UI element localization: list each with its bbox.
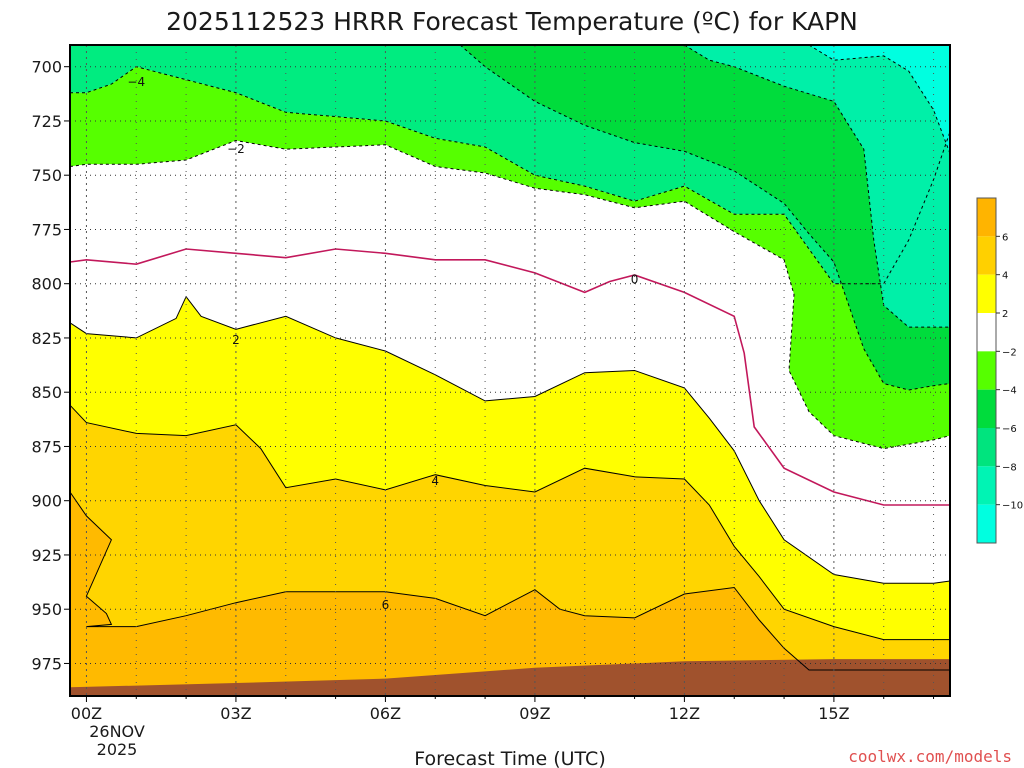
x-tick-label-6: 06Z [370,704,401,723]
date-line-1: 26NOV [89,722,145,741]
contour-label-2: 0 [631,272,639,286]
band-m4-m2 [70,66,950,449]
y-axis: 700 725 750 775 800 825 850 875 900 925 950 975 [31,58,70,673]
date-line-2: 2025 [97,740,138,759]
colorbar-swatch-8 [977,504,996,543]
y-tick-label-825: 825 [31,329,62,348]
isotherm-p0 [70,248,950,506]
x-axis: 00Z 03Z 06Z 09Z 12Z 15Z [71,696,935,723]
colorbar-swatch-2 [977,274,996,313]
isotherm-m4 [70,66,950,285]
contour-label-0: −4 [127,75,145,89]
y-tick-label-850: 850 [31,383,62,402]
isotherm-p4 [70,404,950,641]
ground-terrain [70,659,950,696]
contour-label-4: 4 [431,474,439,488]
plot-frame [69,44,951,697]
x-tick-label-9: 09Z [519,704,550,723]
x-tick-label-15: 15Z [818,704,849,723]
colorbar-swatch-3 [977,313,996,352]
x-tick-label-0: 00Z [71,704,102,723]
colorbar: 6 4 2 −2 −4 −6 −8 −10 [976,197,1023,544]
y-tick-label-775: 775 [31,220,62,239]
colorbar-label-3: −2 [1002,347,1017,358]
x-tick-label-12: 12Z [669,704,700,723]
y-tick-label-725: 725 [31,112,62,131]
isotherm-cold-0 [459,45,950,391]
x-tick-label-3: 03Z [220,704,251,723]
colorbar-swatch-4 [977,351,996,390]
contour-label-5: 6 [382,598,390,612]
colorbar-swatch-0 [977,198,996,237]
chart-title: 2025112523 HRRR Forecast Temperature (ºC… [166,7,858,36]
y-tick-label-950: 950 [31,600,62,619]
band-p0-p2 [70,249,950,584]
y-tick-label-875: 875 [31,437,62,456]
colorbar-swatch-1 [977,236,996,275]
y-tick-label-925: 925 [31,546,62,565]
y-tick-label-900: 900 [31,492,62,511]
colorbar-swatch-6 [977,428,996,467]
x-axis-label: Forecast Time (UTC) [414,748,605,768]
isotherm-p2 [70,295,950,584]
isotherm-cold-1 [684,45,950,328]
band-p4-p6 [70,405,950,670]
colorbar-label-0: 6 [1002,232,1008,243]
colorbar-swatch-5 [977,389,996,428]
y-tick-label-975: 975 [31,654,62,673]
band-m2-p0 [70,140,950,505]
y-tick-label-750: 750 [31,166,62,185]
band-m6 [460,45,950,390]
band-p2-p4 [70,296,950,640]
colorbar-label-2: 2 [1002,309,1008,320]
band-above-p6 [70,492,950,696]
colorbar-label-1: 4 [1002,271,1008,282]
credit-link[interactable]: coolwx.com/models [848,747,1012,766]
colorbar-label-4: −4 [1002,386,1017,397]
contour-label-1: −2 [227,142,245,156]
band-m10 [809,45,950,154]
isotherm-m2 [70,139,950,450]
colorbar-label-7: −10 [1002,501,1023,512]
colorbar-label-6: −8 [1002,462,1017,473]
isotherm-cold-2 [808,45,950,154]
colorbar-swatch-7 [977,466,996,505]
colorbar-frame [976,197,997,544]
y-tick-label-700: 700 [31,58,62,77]
contour-label-3: 2 [232,333,240,347]
grid [70,45,950,696]
colorbar-label-5: −6 [1002,424,1017,435]
isotherm-labels: −4 −2 0 2 4 6 [127,75,638,612]
y-tick-label-800: 800 [31,275,62,294]
